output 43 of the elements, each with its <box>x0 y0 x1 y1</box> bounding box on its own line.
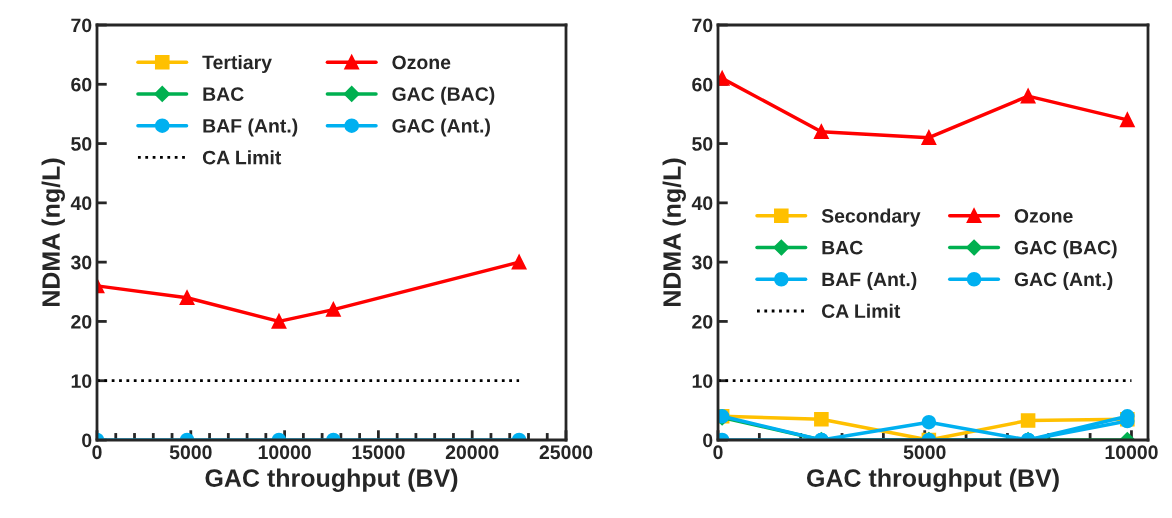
legend-label: Tertiary <box>202 54 272 74</box>
legend-label: Ozone <box>1014 209 1073 223</box>
x-tick-label: 15000 <box>352 445 405 460</box>
y-tick-label: 40 <box>691 196 713 211</box>
legend-label: BAC <box>822 240 863 255</box>
legend-label: GAC (Ant.) <box>1014 271 1113 291</box>
legend-label: CA Limit <box>202 150 282 165</box>
legend-label: BAF (Ant.) <box>203 118 298 137</box>
x-tick-label: 5000 <box>169 445 212 460</box>
legend-label: Ozone <box>392 55 451 70</box>
legend-label: GAC (BAC) <box>1014 240 1117 259</box>
y-tick-label: 60 <box>71 77 92 92</box>
y-axis-title: NDMA (ng/L) <box>41 158 65 307</box>
y-tick-label: 20 <box>71 314 92 329</box>
y-tick-label: 0 <box>703 433 713 448</box>
y-tick-label: 70 <box>692 18 713 33</box>
legend-label: GAC (BAC) <box>392 86 495 105</box>
y-tick-label: 60 <box>692 77 713 92</box>
y-tick-label: 30 <box>70 255 92 270</box>
legend-label: BAF (Ant.) <box>822 271 917 291</box>
x-tick-label: 25000 <box>539 445 593 460</box>
x-axis-title: GAC throughput (BV) <box>806 468 1059 492</box>
x-tick-label: 0 <box>92 445 102 460</box>
x-tick-label: 5000 <box>903 445 946 460</box>
y-tick-label: 50 <box>692 137 713 151</box>
x-axis-title: GAC throughput (BV) <box>205 468 458 492</box>
legend-label: GAC (Ant.) <box>392 118 490 137</box>
y-tick-label: 30 <box>691 255 713 270</box>
y-tick-label: 20 <box>692 314 713 329</box>
x-tick-label: 10000 <box>1105 445 1158 460</box>
y-axis-title: NDMA (ng/L) <box>662 158 686 307</box>
y-tick-label: 0 <box>82 433 92 448</box>
y-tick-label: 50 <box>71 137 92 151</box>
x-tick-label: 10000 <box>258 445 311 460</box>
y-tick-label: 70 <box>71 18 92 33</box>
legend-label: BAC <box>203 87 244 101</box>
y-tick-label: 10 <box>692 374 713 388</box>
y-tick-label: 10 <box>71 374 92 388</box>
x-tick-label: 20000 <box>445 445 499 460</box>
x-tick-label: 0 <box>713 445 723 460</box>
legend-label: Secondary <box>821 208 921 227</box>
y-tick-label: 40 <box>70 196 92 211</box>
legend-label: CA Limit <box>821 303 901 318</box>
